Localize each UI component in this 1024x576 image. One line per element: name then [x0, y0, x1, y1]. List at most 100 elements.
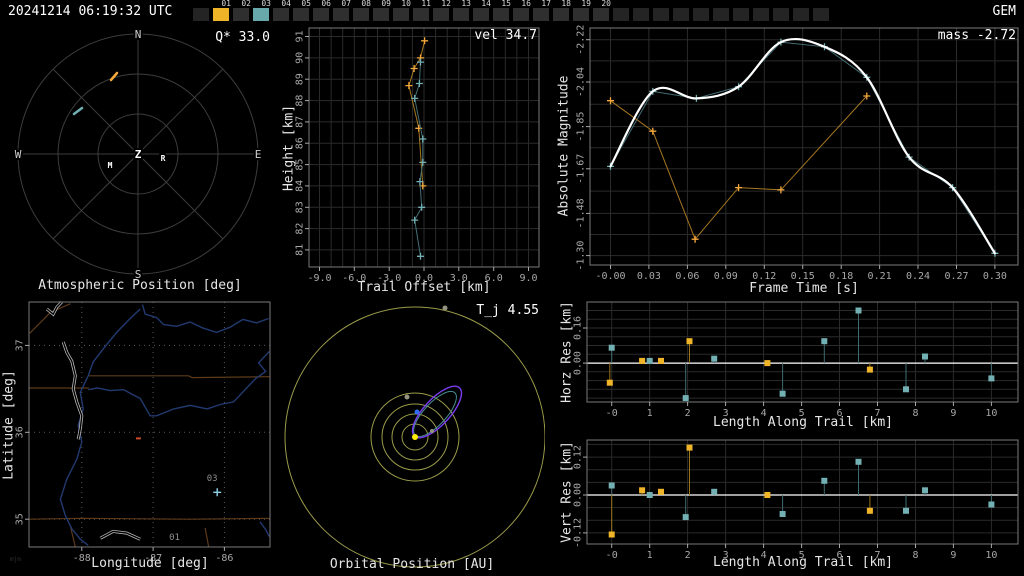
horz-res-xlabel: Length Along Trail [km]: [712, 415, 894, 430]
camera-number: 10: [401, 0, 411, 8]
camera-square: [533, 8, 549, 21]
svg-text:3: 3: [723, 550, 729, 561]
body-planet-inner: [430, 429, 434, 433]
series-cam-01: [608, 444, 873, 538]
axis-ticks: -0 1 2 3 4 5 6 7 8 9 10 0.00 0.16: [573, 316, 998, 419]
axis-ticks: -88 -87 -86 35 36 37: [15, 339, 234, 564]
camera-number: 08: [361, 0, 371, 8]
body-planet-mid: [404, 394, 410, 400]
map-contours: [45, 300, 141, 541]
camera-cell-blank: [712, 0, 732, 24]
camera-cell-blank: [732, 0, 752, 24]
svg-text:88: 88: [295, 95, 306, 107]
svg-text:-2.04: -2.04: [576, 67, 587, 97]
camera-number: 20: [601, 0, 611, 8]
svg-text:-6.0: -6.0: [342, 273, 366, 284]
camera-cell-14[interactable]: 14: [472, 0, 492, 24]
camera-cell-18[interactable]: 18: [552, 0, 572, 24]
camera-number: 11: [421, 0, 431, 8]
camera-cell-19[interactable]: 19: [572, 0, 592, 24]
camera-cell-13[interactable]: 13: [452, 0, 472, 24]
camera-cell-05[interactable]: 05: [292, 0, 312, 24]
camera-cell-02[interactable]: 02: [232, 0, 252, 24]
sky-grid: [17, 33, 259, 275]
camera-number: 06: [321, 0, 331, 8]
camera-square: [653, 8, 669, 21]
camera-square: [473, 8, 489, 21]
svg-text:91: 91: [295, 30, 306, 42]
camera-number: 19: [581, 0, 591, 8]
panel-orbit: T_j 4.55 Orbital Position [AU]: [280, 299, 545, 576]
camera-cell-03[interactable]: 03: [252, 0, 272, 24]
lightcurve-plot: -0.00 0.03 0.06 0.09 0.12 0.15 0.18 0.21 0.24 0.2…: [576, 25, 1019, 282]
svg-text:-0.12: -0.12: [573, 518, 584, 548]
sky-polar-plot: N S W E Z M R: [13, 26, 264, 283]
sky-axis-label: Atmospheric Position [deg]: [38, 278, 242, 293]
camera-number: 01: [221, 0, 231, 8]
camera-cell-10[interactable]: 10: [392, 0, 412, 24]
camera-cell-blank: [612, 0, 632, 24]
svg-text:-1.85: -1.85: [576, 112, 587, 142]
camera-square: [193, 8, 209, 21]
map-ylabel: Latitude [deg]: [1, 370, 17, 480]
camera-cell-04[interactable]: 04: [272, 0, 292, 24]
camera-cell-12[interactable]: 12: [432, 0, 452, 24]
camera-cell-08[interactable]: 08: [352, 0, 372, 24]
horz-res-plot: -0 1 2 3 4 5 6 7 8 9 10 0.00 0.16: [573, 301, 1019, 419]
svg-text:37: 37: [15, 339, 26, 351]
svg-text:82: 82: [295, 223, 306, 235]
camera-cell-06[interactable]: 06: [312, 0, 332, 24]
svg-text:0.24: 0.24: [906, 271, 930, 282]
svg-text:0.09: 0.09: [714, 271, 738, 282]
camera-number: 09: [381, 0, 391, 8]
grid: [590, 28, 1018, 265]
svg-text:0.30: 0.30: [983, 271, 1007, 282]
camera-square: [813, 8, 829, 21]
camera-number: 14: [481, 0, 491, 8]
mass-value: mass -2.72: [937, 28, 1016, 43]
svg-text:-9.0: -9.0: [307, 273, 331, 284]
camera-number: 12: [441, 0, 451, 8]
camera-square: [613, 8, 629, 21]
svg-text:Z: Z: [135, 148, 142, 161]
camera-cell-17[interactable]: 17: [532, 0, 552, 24]
camera-cell-07[interactable]: 07: [332, 0, 352, 24]
camera-cell-20[interactable]: 20: [592, 0, 612, 24]
svg-text:0.12: 0.12: [573, 445, 584, 469]
camera-square: [733, 8, 749, 21]
svg-text:N: N: [135, 28, 142, 41]
camera-square: [273, 8, 289, 21]
tisserand-value: T_j 4.55: [476, 303, 539, 318]
camera-square: [493, 8, 509, 21]
svg-text:4: 4: [761, 550, 767, 561]
camera-square: [253, 8, 269, 21]
track-cam01: [109, 71, 119, 82]
svg-text:7: 7: [874, 408, 880, 419]
camera-square: [353, 8, 369, 21]
camera-cell-16[interactable]: 16: [512, 0, 532, 24]
camera-cell-09[interactable]: 09: [372, 0, 392, 24]
camera-square: [313, 8, 329, 21]
svg-text:-86: -86: [215, 553, 233, 564]
plot-frame: [586, 439, 1019, 545]
camera-square: [433, 8, 449, 21]
camera-square: [213, 8, 229, 21]
svg-text:1: 1: [647, 408, 653, 419]
plot-frame: [28, 301, 271, 548]
plot-frame: [589, 27, 1019, 266]
camera-square: [233, 8, 249, 21]
series-cam-03: [608, 458, 995, 521]
svg-text:4: 4: [761, 408, 767, 419]
camera-cell-01[interactable]: 01: [212, 0, 232, 24]
orbit-xlabel: Orbital Position [AU]: [329, 557, 495, 572]
horz-res-ylabel: Horz Res [km]: [559, 301, 575, 403]
svg-text:0.03: 0.03: [637, 271, 661, 282]
svg-text:0.00: 0.00: [573, 351, 584, 375]
svg-text:9: 9: [950, 550, 956, 561]
svg-text:-1.30: -1.30: [576, 241, 587, 271]
svg-text:8: 8: [912, 550, 918, 561]
svg-text:9: 9: [950, 408, 956, 419]
svg-text:R: R: [161, 154, 166, 163]
camera-cell-15[interactable]: 15: [492, 0, 512, 24]
camera-cell-11[interactable]: 11: [412, 0, 432, 24]
